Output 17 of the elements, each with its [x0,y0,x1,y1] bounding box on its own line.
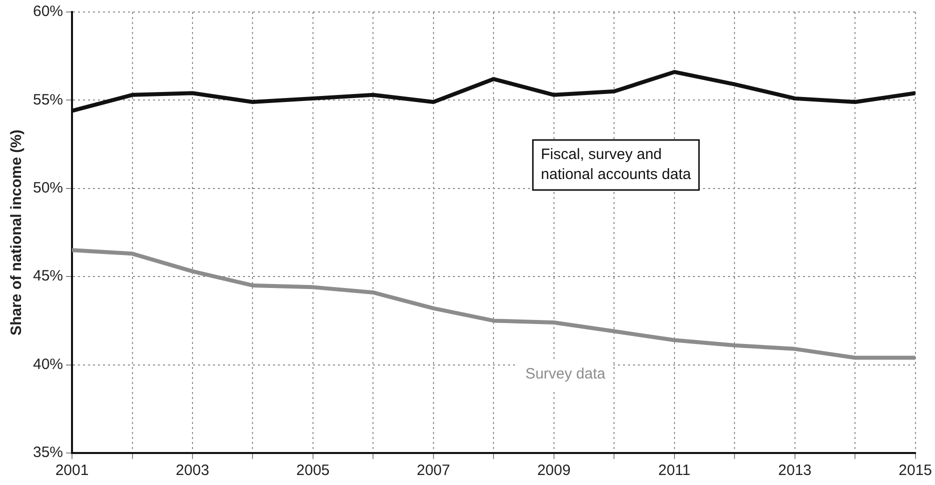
x-tick-label: 2007 [416,462,450,480]
y-tick-label: 55% [32,91,64,108]
x-tick-label: 2005 [296,462,330,480]
y-tick-label: 60% [32,3,64,20]
y-tick-label: 35% [32,444,64,462]
text: Fiscal, survey and national accounts data [540,146,692,184]
text: Survey data [525,366,606,383]
y-tick-label: 45% [32,268,64,285]
x-tick-label: 2015 [898,462,932,480]
y-axis-title: Share of national income (%) [8,130,26,336]
y-tick-label: 50% [32,180,64,197]
x-tick-label: 2001 [55,462,89,480]
x-tick-label: 2009 [537,462,571,480]
x-tick-label: 2011 [658,462,691,480]
y-tick-label: 40% [32,356,64,373]
x-tick-label: 2013 [778,462,812,480]
x-tick-label: 2003 [176,462,210,480]
